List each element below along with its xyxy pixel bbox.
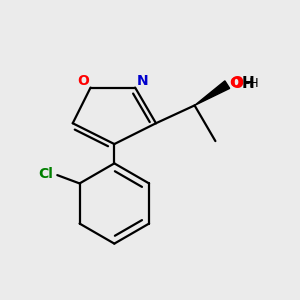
Text: –H: –H <box>244 76 259 90</box>
Text: O: O <box>230 76 243 91</box>
Polygon shape <box>195 81 230 105</box>
Text: H: H <box>242 76 254 91</box>
Text: O: O <box>77 74 89 88</box>
Text: Cl: Cl <box>38 167 53 181</box>
Text: N: N <box>137 74 148 88</box>
Text: O: O <box>230 76 242 90</box>
